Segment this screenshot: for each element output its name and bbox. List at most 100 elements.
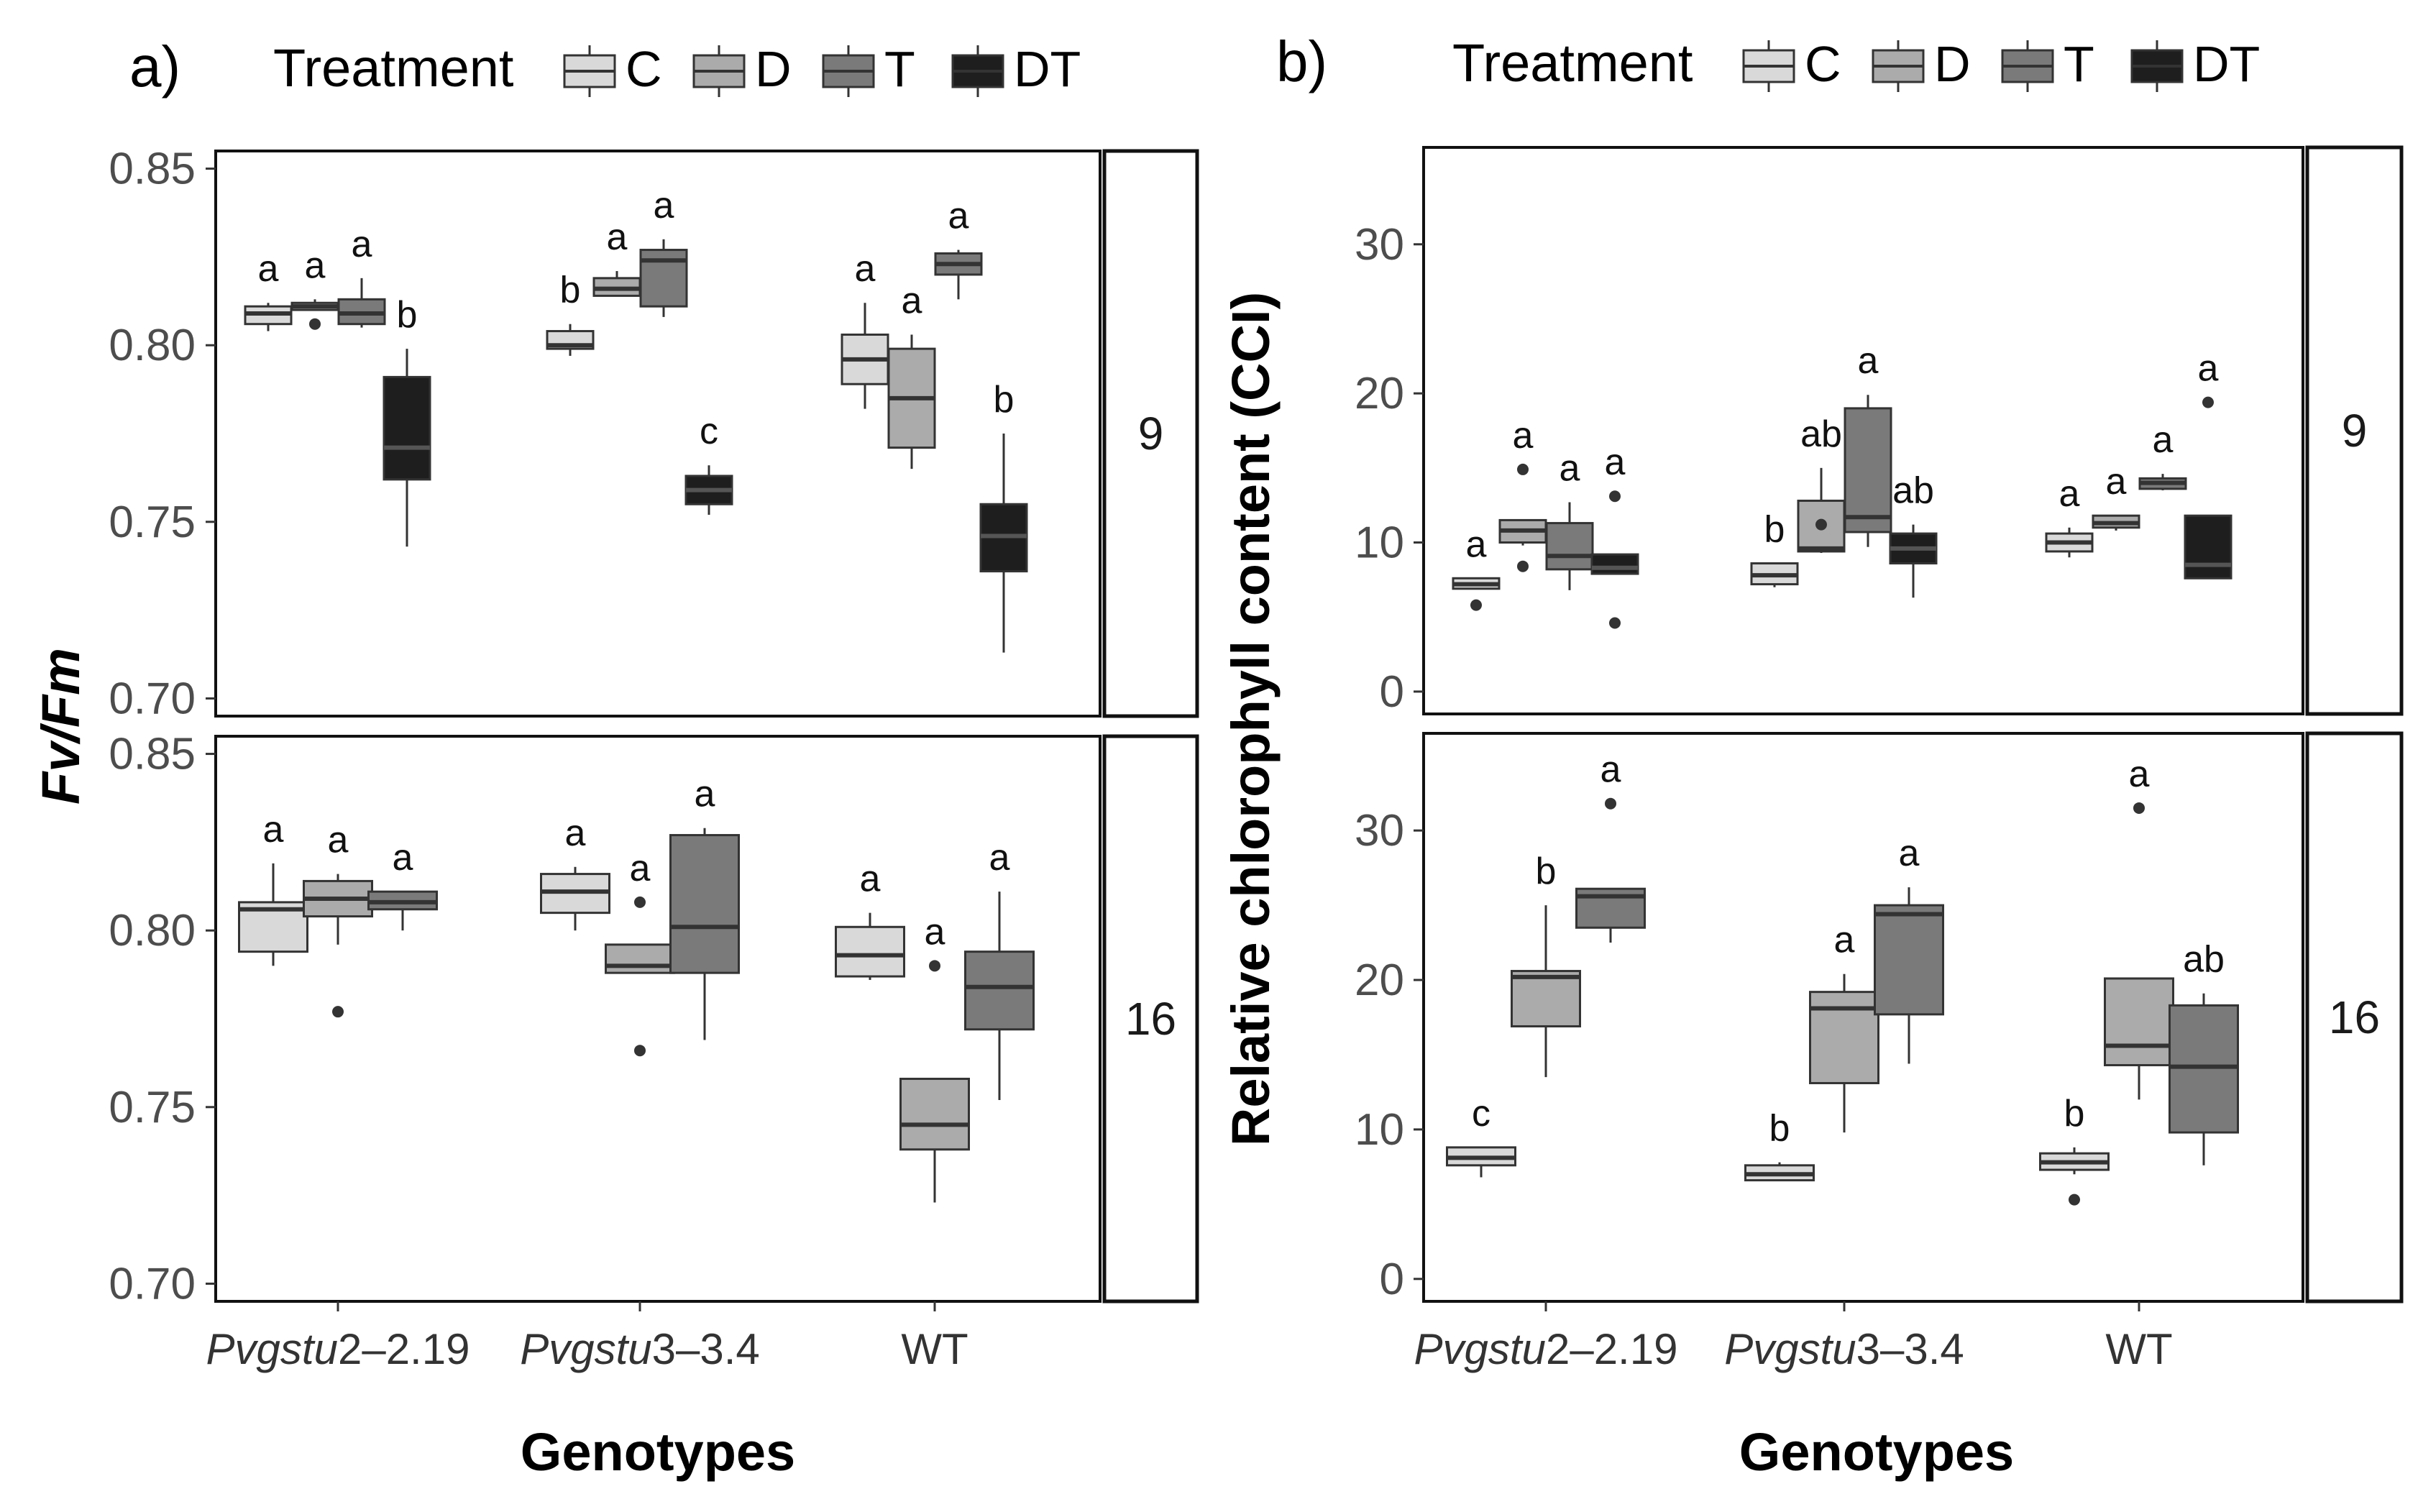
facet-strip bbox=[2305, 145, 2404, 716]
facet-strip-label: 16 bbox=[1125, 993, 1176, 1045]
legend-label-c: C bbox=[1805, 36, 1841, 92]
box-c: b bbox=[2039, 1093, 2110, 1206]
box-outlier bbox=[2202, 396, 2214, 408]
box-d: b bbox=[1511, 851, 1581, 1078]
box-c: b bbox=[1750, 509, 1799, 587]
y-tick-label: 10 bbox=[1355, 1105, 1404, 1155]
facet-strip bbox=[2305, 731, 2404, 1303]
legend-key-t: T bbox=[822, 41, 915, 97]
box-outlier bbox=[634, 896, 646, 908]
box-d: a bbox=[1809, 920, 1879, 1133]
box-body bbox=[1874, 904, 1944, 1016]
significance-letter: a bbox=[263, 809, 284, 851]
legend-label-d: D bbox=[755, 41, 792, 97]
x-axis-title: Genotypes bbox=[521, 1422, 795, 1482]
significance-letter: a bbox=[989, 837, 1010, 879]
significance-letter: a bbox=[855, 248, 876, 290]
box-outlier bbox=[332, 1006, 344, 1018]
box-t: a bbox=[964, 837, 1035, 1100]
significance-letter: b bbox=[1536, 851, 1557, 892]
box-outlier bbox=[634, 1045, 646, 1057]
significance-letter: a bbox=[2198, 348, 2219, 390]
box-body bbox=[2184, 514, 2232, 579]
significance-letter: a bbox=[305, 244, 326, 286]
box-d: a bbox=[899, 911, 970, 1203]
box-outlier bbox=[1470, 599, 1482, 611]
y-tick-label: 0.70 bbox=[109, 1259, 196, 1309]
y-tick-label: 0.75 bbox=[109, 498, 196, 547]
box-body bbox=[1511, 970, 1581, 1027]
y-tick-label: 0.85 bbox=[109, 730, 196, 779]
box-c: b bbox=[546, 270, 595, 356]
y-tick-label: 30 bbox=[1355, 806, 1404, 856]
box-body bbox=[1545, 522, 1594, 571]
box-t: a bbox=[934, 196, 983, 300]
significance-letter: c bbox=[1472, 1093, 1490, 1135]
significance-letter: b bbox=[560, 270, 581, 311]
legend: Treatment C D T DT bbox=[1452, 33, 2260, 93]
significance-letter: b bbox=[397, 294, 418, 336]
box-outlier bbox=[1609, 617, 1621, 629]
box-outlier bbox=[1517, 560, 1529, 572]
significance-letter: a bbox=[328, 820, 349, 861]
y-tick-label: 0.85 bbox=[109, 145, 196, 194]
legend-label-dt: DT bbox=[1014, 41, 1081, 97]
significance-letter: a bbox=[1600, 749, 1621, 791]
significance-letter: a bbox=[1858, 340, 1879, 382]
box-outlier bbox=[1517, 463, 1529, 475]
facet-strip-label: 9 bbox=[2342, 405, 2368, 457]
box-d: a bbox=[303, 820, 373, 1018]
box-c: a bbox=[238, 809, 308, 966]
significance-letter: a bbox=[352, 224, 372, 265]
legend-label-t: T bbox=[2064, 36, 2094, 92]
significance-letter: a bbox=[1899, 833, 1920, 874]
box-d: a bbox=[605, 848, 675, 1057]
facet-strip bbox=[1102, 734, 1199, 1303]
y-tick-label: 20 bbox=[1355, 956, 1404, 1005]
legend-label-d: D bbox=[1934, 36, 1971, 92]
legend-title: Treatment bbox=[273, 38, 514, 98]
y-tick-label: 0.75 bbox=[109, 1083, 196, 1132]
significance-letter: b bbox=[1769, 1108, 1790, 1150]
box-body bbox=[835, 925, 905, 978]
significance-letter: a bbox=[2106, 461, 2127, 503]
y-tick-label: 0.80 bbox=[109, 906, 196, 956]
legend-key-dt: DT bbox=[951, 41, 1081, 97]
significance-letter: b bbox=[1764, 509, 1785, 551]
box-c: b bbox=[1744, 1108, 1815, 1182]
legend-key-c: C bbox=[563, 41, 662, 97]
significance-letter: b bbox=[994, 379, 1015, 421]
facet-16: 16 0.70 0.75 0.80 0.85 a a a a a a a a a bbox=[109, 730, 1199, 1311]
box-d: a bbox=[290, 244, 339, 330]
x-axis-title: Genotypes bbox=[1739, 1422, 2014, 1482]
box-dt: b bbox=[979, 379, 1028, 653]
box-c: a bbox=[1452, 523, 1501, 611]
legend-title: Treatment bbox=[1452, 33, 1693, 93]
significance-letter: c bbox=[700, 411, 718, 452]
panel-tag: a) bbox=[129, 35, 180, 98]
y-tick-label: 0 bbox=[1380, 1255, 1404, 1304]
legend-key-d: D bbox=[692, 41, 792, 97]
box-t: a bbox=[337, 224, 386, 328]
box-outlier bbox=[2133, 802, 2145, 814]
box-outlier bbox=[2069, 1193, 2080, 1206]
box-outlier bbox=[309, 318, 321, 330]
box-t: a bbox=[1545, 448, 1594, 590]
box-t: ab bbox=[2169, 939, 2239, 1165]
box-body bbox=[2104, 977, 2174, 1067]
box-body bbox=[899, 1078, 970, 1151]
x-tick-label: WT bbox=[2105, 1325, 2172, 1373]
legend-label-dt: DT bbox=[2193, 36, 2260, 92]
legend-key-dt: DT bbox=[2130, 36, 2260, 92]
box-body bbox=[2169, 1004, 2239, 1134]
box-outlier bbox=[929, 960, 940, 972]
box-body bbox=[383, 375, 431, 481]
box-body bbox=[1844, 407, 1892, 533]
significance-letter: a bbox=[860, 858, 881, 900]
significance-letter: a bbox=[393, 837, 413, 879]
box-d: a bbox=[2104, 753, 2174, 1100]
